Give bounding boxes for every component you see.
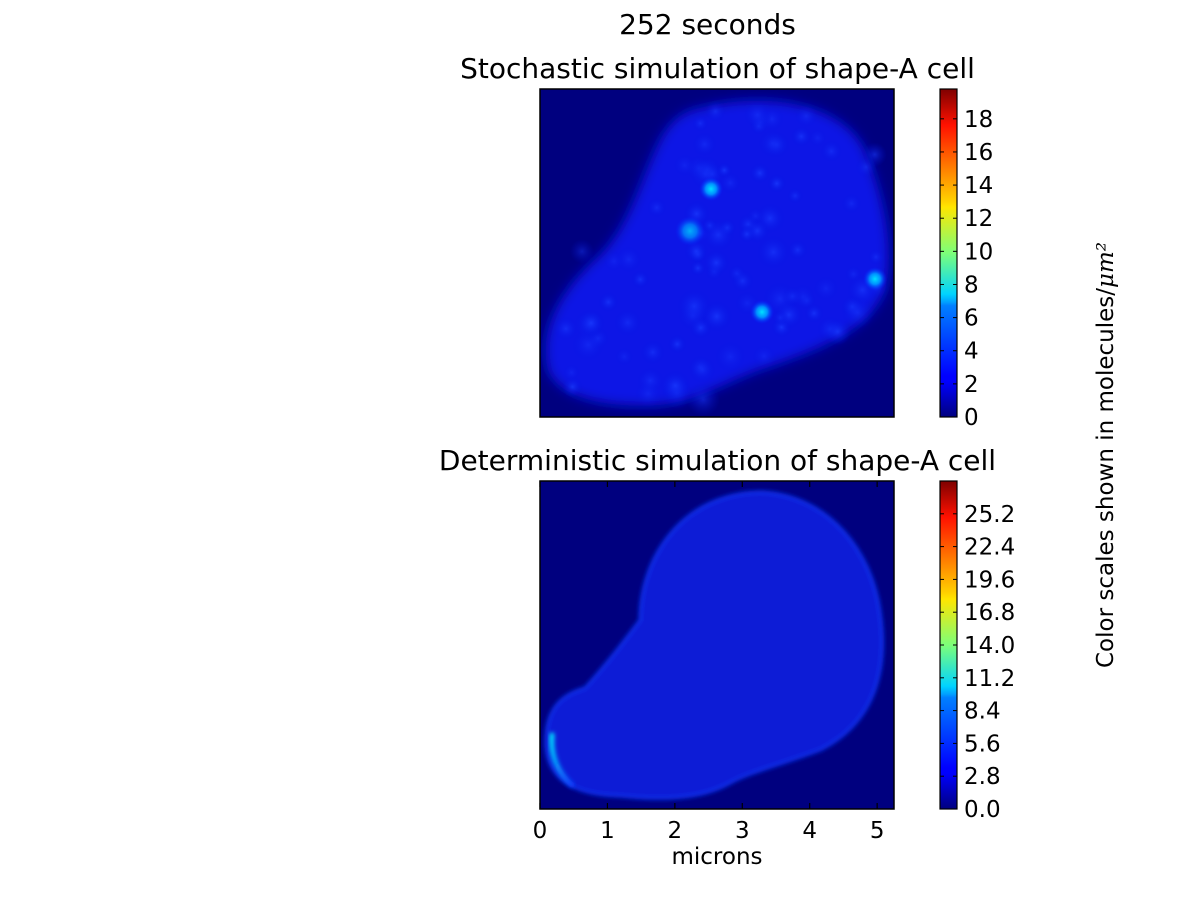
x-tick-label: 2 (668, 818, 683, 844)
colorbar-tick-label: 19.6 (964, 567, 1015, 593)
stochastic-blob (749, 162, 771, 184)
stochastic-blob (646, 197, 667, 218)
stochastic-blob (640, 339, 666, 365)
stochastic-blob (855, 156, 877, 179)
colorbar-tick-label: 16.8 (964, 600, 1015, 626)
colorbar-tick-label: 8 (964, 272, 979, 298)
colorbar-tick-label: 14.0 (964, 633, 1015, 659)
stochastic-blob (562, 376, 583, 398)
stochastic-blob (689, 259, 707, 277)
stochastic-blob (790, 125, 812, 148)
stochastic-blob (569, 239, 595, 264)
stochastic-blob (667, 334, 687, 354)
stochastic-blob (659, 370, 691, 402)
stochastic-blob (824, 317, 852, 346)
colorbar-tick-label: 14 (964, 173, 993, 199)
colorbar-tick-label: 16 (964, 140, 993, 166)
colorbar-tick-label: 4 (964, 339, 979, 365)
colorbar-tick-label: 10 (964, 239, 993, 265)
stochastic-blob (613, 308, 643, 337)
stochastic-blob (794, 104, 819, 128)
stochastic-blob (757, 128, 788, 159)
stochastic-hotspot (863, 267, 887, 291)
stochastic-blob (703, 249, 730, 277)
stochastic-blob (713, 340, 747, 374)
stochastic-blob (772, 309, 789, 326)
x-tick-label: 0 (533, 818, 548, 844)
x-tick-label: 3 (735, 818, 750, 844)
colorbar-tick-label: 25.2 (964, 502, 1015, 528)
stochastic-blob (631, 270, 650, 289)
stochastic-texture (553, 100, 889, 417)
stochastic-blob (743, 100, 772, 130)
colorbar-tick-label: 5.6 (964, 731, 1001, 757)
stochastic-plot-title: Stochastic simulation of shape-A cell (460, 52, 975, 85)
stochastic-hotspot (750, 300, 774, 324)
stochastic-blob (867, 248, 885, 266)
stochastic-blob (781, 285, 804, 307)
x-tick-label: 1 (600, 818, 615, 844)
x-tick-label: 5 (870, 818, 885, 844)
deterministic-cell-shape (544, 490, 884, 800)
stochastic-blob (787, 239, 808, 261)
colorbar-tick-label: 6 (964, 306, 979, 332)
stochastic-blob (686, 382, 721, 417)
colorbar-tick-label: 11.2 (964, 666, 1015, 692)
figure-suptitle: 252 seconds (619, 8, 796, 41)
colorbar-tick-label: 18 (964, 107, 993, 133)
stochastic-colorbar (939, 88, 958, 418)
stochastic-blob (704, 100, 727, 123)
stochastic-heatmap (540, 89, 894, 417)
colorbar-tick-label: 2 (964, 372, 979, 398)
stochastic-blob (751, 343, 777, 369)
stochastic-frame (539, 88, 895, 418)
stochastic-blob (614, 346, 634, 367)
stochastic-blob (767, 173, 787, 194)
colorbar-tick-label: 12 (964, 206, 993, 232)
stochastic-blob (577, 309, 606, 337)
deterministic-frame (539, 480, 895, 810)
deterministic-heatmap (540, 481, 894, 809)
deterministic-colorbar-ticks: 0.0 2.8 5.6 8.4 11.2 14.0 16.8 19.6 22.4 25.2 (940, 502, 1015, 823)
stochastic-hotspot (675, 216, 705, 246)
colorbar-tick-label: 22.4 (964, 535, 1015, 561)
stochastic-hotspot (699, 177, 723, 201)
x-tick-label: 4 (802, 818, 817, 844)
stochastic-blob (677, 300, 709, 332)
colorbar-tick-label: 0 (964, 405, 979, 431)
stochastic-blob (812, 275, 840, 302)
stochastic-blob (786, 187, 804, 205)
stochastic-blob (756, 235, 791, 270)
stochastic-blob (716, 162, 733, 179)
stochastic-blob (615, 245, 643, 274)
x-axis: 0 1 2 3 4 5 (533, 481, 885, 844)
stochastic-blob (731, 269, 755, 293)
stochastic-blob (691, 114, 709, 132)
stochastic-blob (808, 128, 828, 148)
stochastic-blob (701, 218, 736, 252)
stochastic-blob (744, 218, 770, 244)
stochastic-blob (804, 303, 825, 324)
stochastic-blob (598, 291, 619, 313)
stochastic-blob (553, 316, 579, 342)
colorbar-tick-label: 0.0 (964, 797, 1001, 823)
stochastic-blob (634, 379, 663, 408)
stochastic-colorbar-ticks: 0 2 4 6 8 10 12 14 16 18 (940, 107, 993, 431)
stochastic-blob (562, 363, 581, 382)
stochastic-blob (820, 139, 843, 163)
deterministic-edge-highlight (549, 732, 575, 788)
stochastic-blob (840, 295, 875, 330)
deterministic-plot-title: Deterministic simulation of shape-A cell (438, 444, 997, 477)
x-axis-label: microns (671, 844, 762, 870)
colorbar-units-text: Color scales shown in molecules/ (1093, 287, 1119, 669)
stochastic-blob (691, 131, 718, 158)
colorbar-units-label: Color scales shown in molecules/μm² (1093, 242, 1119, 668)
colorbar-units-symbol: μm² (1093, 241, 1119, 288)
colorbar-tick-label: 8.4 (964, 699, 1001, 725)
colorbar-tick-label: 2.8 (964, 764, 1001, 790)
stochastic-blob (687, 354, 713, 380)
stochastic-blob (841, 193, 862, 214)
